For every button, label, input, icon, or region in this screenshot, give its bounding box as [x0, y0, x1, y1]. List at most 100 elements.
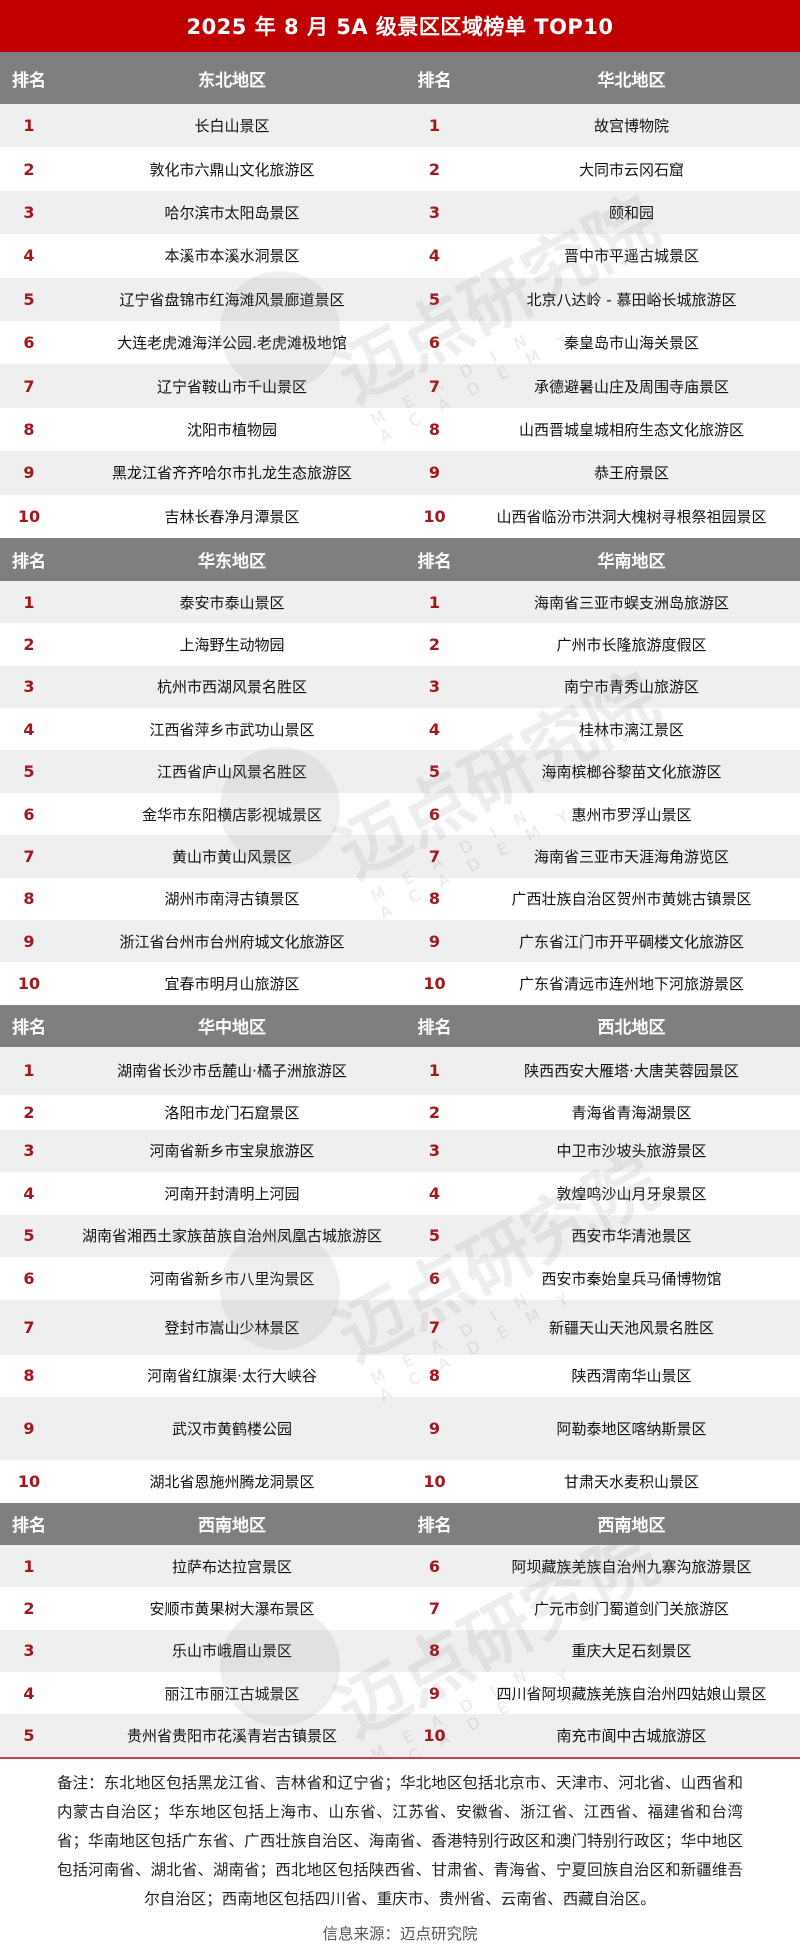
table-row: 6 金华市东阳横店影视城景区 6 惠州市罗浮山景区: [0, 792, 800, 836]
table-header: 排名 华东地区 排名 华南地区: [0, 537, 800, 581]
scenic-area-cell: 重庆大足石刻景区: [571, 1642, 692, 1661]
table-row: 5 贵州省贵阳市花溪青岩古镇景区 10 南充市阆中古城旅游区: [0, 1714, 800, 1757]
scenic-area-cell: 广东省江门市开平碉楼文化旅游区: [518, 932, 744, 951]
region-header: 东北地区: [198, 70, 266, 91]
rank-cell: 7: [23, 846, 35, 866]
rank-cell: 8: [23, 1366, 35, 1386]
rank-cell: 4: [428, 719, 441, 739]
table-row: 4 丽江市丽江古城景区 9 四川省阿坝藏族羌族自治州四姑娘山景区: [0, 1671, 800, 1715]
rank-cell: 9: [428, 931, 441, 951]
scenic-area-cell: 广州市长隆旅游度假区: [556, 635, 707, 654]
rank-cell: 9: [428, 463, 441, 483]
table-row: 1 拉萨布达拉宫景区 6 阿坝藏族羌族自治州九寨沟旅游景区: [0, 1544, 800, 1588]
region-header: 西南地区: [597, 1516, 666, 1537]
table-row: 8 沈阳市植物园 8 山西晋城皇城相府生态文化旅游区: [0, 407, 800, 452]
rank-header: 排名: [12, 551, 46, 572]
table-header: 排名 东北地区 排名 华北地区: [0, 52, 800, 104]
region-header: 华东地区: [198, 551, 266, 572]
scenic-area-cell: 广元市剑门蜀道剑门关旅游区: [533, 1599, 729, 1618]
rank-cell: 2: [23, 634, 35, 654]
table-row: 10 吉林长春净月潭景区 10 山西省临汾市洪洞大槐树寻根祭祖园景区: [0, 494, 800, 538]
rank-cell: 2: [428, 1102, 441, 1122]
rank-cell: 8: [428, 419, 441, 439]
table-row: 6 河南省新乡市八里沟景区 6 西安市秦始皇兵马俑博物馆: [0, 1256, 800, 1300]
rank-cell: 6: [23, 804, 35, 824]
region-header: 华中地区: [198, 1018, 266, 1039]
scenic-area-cell: 广东省清远市连州地下河旅游景区: [518, 975, 744, 994]
region-section: 排名 华中地区 排名 西北地区 1 湖南省长沙市岳麓山·橘子洲旅游区 1 陕西西…: [0, 1004, 800, 1503]
rank-cell: 5: [428, 762, 441, 782]
rank-cell: 6: [428, 333, 441, 353]
table-row: 1 湖南省长沙市岳麓山·橘子洲旅游区 1 陕西西安大雁塔·大唐芙蓉园景区: [0, 1046, 800, 1095]
region-header: 华北地区: [597, 70, 666, 91]
rank-header: 排名: [12, 1516, 46, 1537]
scenic-area-cell: 广西壮族自治区贺州市黄姚古镇景区: [511, 890, 752, 909]
scenic-area-cell: 河南开封清明上河园: [164, 1184, 300, 1203]
rank-cell: 1: [23, 592, 35, 612]
rank-cell: 2: [23, 159, 35, 179]
rank-cell: 7: [23, 376, 35, 396]
scenic-area-cell: 阿勒泰地区喀纳斯景区: [556, 1419, 707, 1438]
ranking-tables: 排名 东北地区 排名 华北地区 1 长白山景区 1 故宫博物院 2 敦化市六鼎山…: [0, 52, 800, 1757]
rank-cell: 5: [23, 1226, 35, 1246]
table-row: 2 上海野生动物园 2 广州市长隆旅游度假区: [0, 623, 800, 666]
table-row: 10 宜春市明月山旅游区 10 广东省清远市连州地下河旅游景区: [0, 962, 800, 1005]
table-row: 7 登封市嵩山少林景区 7 新疆天山天池风景名胜区: [0, 1299, 800, 1355]
scenic-area-cell: 甘肃天水麦积山景区: [563, 1472, 699, 1491]
rank-cell: 4: [23, 1183, 35, 1203]
rank-cell: 6: [428, 804, 441, 824]
footnote: 备注：东北地区包括黑龙江省、吉林省和辽宁省；华北地区包括北京市、天津市、河北省、…: [57, 1773, 743, 1908]
scenic-area-cell: 金华市东阳横店影视城景区: [141, 805, 322, 824]
table-row: 2 洛阳市龙门石窟景区 2 青海省青海湖景区: [0, 1094, 800, 1130]
scenic-area-cell: 沈阳市植物园: [186, 420, 277, 439]
scenic-area-cell: 杭州市西湖风景名胜区: [156, 678, 307, 697]
scenic-area-cell: 湖州市南浔古镇景区: [164, 890, 300, 909]
rank-cell: 6: [23, 333, 35, 353]
scenic-area-cell: 海南省三亚市天涯海角游览区: [533, 847, 729, 866]
rank-cell: 10: [423, 1726, 446, 1746]
scenic-area-cell: 安顺市黄果树大瀑布景区: [149, 1599, 315, 1618]
rank-cell: 3: [23, 677, 35, 697]
rank-cell: 3: [428, 202, 441, 222]
scenic-area-cell: 青海省青海湖景区: [571, 1103, 692, 1122]
rank-cell: 9: [23, 931, 35, 951]
scenic-area-cell: 南充市阆中古城旅游区: [556, 1727, 707, 1746]
region-section: 排名 西南地区 排名 西南地区 1 拉萨布达拉宫景区 6 阿坝藏族羌族自治州九寨…: [0, 1502, 800, 1757]
scenic-area-cell: 武汉市黄鹤楼公园: [171, 1419, 292, 1438]
scenic-area-cell: 洛阳市龙门石窟景区: [164, 1103, 300, 1122]
scenic-area-cell: 敦煌鸣沙山月牙泉景区: [556, 1184, 707, 1203]
rank-cell: 9: [428, 1683, 441, 1703]
table-row: 2 安顺市黄果树大瀑布景区 7 广元市剑门蜀道剑门关旅游区: [0, 1587, 800, 1630]
rank-cell: 4: [23, 719, 35, 739]
table-row: 10 湖北省恩施州腾龙洞景区 10 甘肃天水麦积山景区: [0, 1459, 800, 1503]
scenic-area-cell: 湖南省湘西土家族苗族自治州凤凰古城旅游区: [81, 1227, 382, 1246]
table-row: 8 湖州市南浔古镇景区 8 广西壮族自治区贺州市黄姚古镇景区: [0, 877, 800, 921]
table-row: 5 湖南省湘西土家族苗族自治州凤凰古城旅游区 5 西安市华清池景区: [0, 1214, 800, 1257]
scenic-area-cell: 河南省新乡市八里沟景区: [149, 1269, 315, 1288]
table-body: 1 长白山景区 1 故宫博物院 2 敦化市六鼎山文化旅游区 2 大同市云冈石窟 …: [0, 104, 800, 538]
scenic-area-cell: 恭王府景区: [593, 464, 669, 483]
scenic-area-cell: 哈尔滨市太阳岛景区: [164, 203, 300, 222]
table-row: 3 哈尔滨市太阳岛景区 3 颐和园: [0, 190, 800, 235]
region-section: 排名 华东地区 排名 华南地区 1 泰安市泰山景区 1 海南省三亚市蜈支洲岛旅游…: [0, 537, 800, 1005]
rank-header: 排名: [417, 551, 452, 572]
rank-cell: 1: [428, 592, 441, 612]
rank-cell: 3: [428, 677, 441, 697]
table-row: 4 本溪市本溪水洞景区 4 晋中市平遥古城景区: [0, 234, 800, 278]
table-row: 9 武汉市黄鹤楼公园 9 阿勒泰地区喀纳斯景区: [0, 1396, 800, 1460]
scenic-area-cell: 四川省阿坝藏族羌族自治州四姑娘山景区: [496, 1684, 767, 1703]
table-row: 3 杭州市西湖风景名胜区 3 南宁市青秀山旅游区: [0, 665, 800, 709]
scenic-area-cell: 乐山市峨眉山景区: [171, 1642, 292, 1661]
rank-cell: 8: [23, 419, 35, 439]
scenic-area-cell: 贵州省贵阳市花溪青岩古镇景区: [126, 1727, 337, 1746]
table-row: 1 泰安市泰山景区 1 海南省三亚市蜈支洲岛旅游区: [0, 580, 800, 624]
scenic-area-cell: 湖南省长沙市岳麓山·橘子洲旅游区: [117, 1062, 347, 1081]
scenic-area-cell: 拉萨布达拉宫景区: [171, 1557, 292, 1576]
rank-cell: 4: [23, 246, 35, 266]
rank-header: 排名: [12, 70, 46, 91]
rank-cell: 2: [428, 634, 441, 654]
scenic-area-cell: 海南省三亚市蜈支洲岛旅游区: [533, 593, 729, 612]
scenic-area-cell: 陕西西安大雁塔·大唐芙蓉园景区: [524, 1062, 739, 1081]
scenic-area-cell: 桂林市漓江景区: [578, 720, 684, 739]
rank-cell: 2: [23, 1598, 35, 1618]
